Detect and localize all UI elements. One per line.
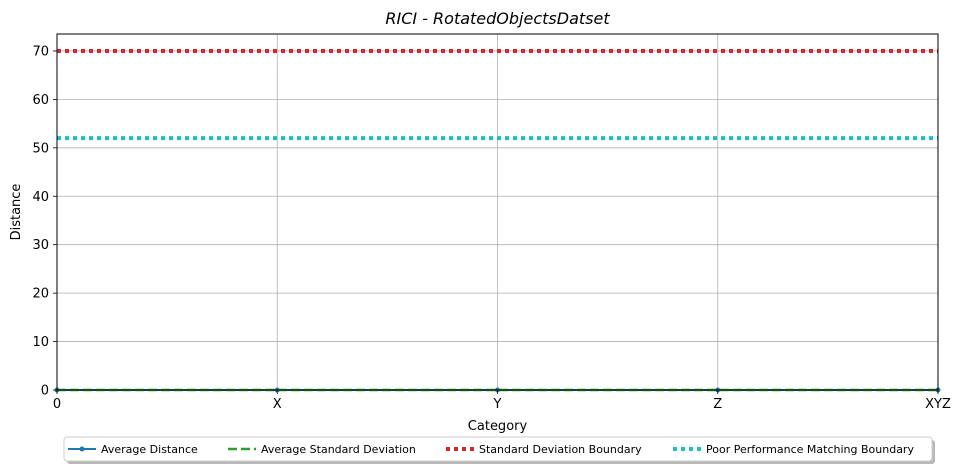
y-axis-label: Distance <box>9 184 24 241</box>
y-tick-label: 20 <box>32 287 49 302</box>
x-tick-label: Y <box>493 397 502 412</box>
legend-label-3: Standard Deviation Boundary <box>479 443 642 456</box>
y-tick-label: 10 <box>32 335 49 350</box>
y-tick-label: 0 <box>41 384 49 399</box>
y-tick-label: 60 <box>32 93 49 108</box>
x-axis-label: Category <box>468 419 528 434</box>
x-tick-label: 0 <box>53 397 61 412</box>
chart-title: RICI - RotatedObjectsDatset <box>385 9 610 28</box>
y-tick-label: 70 <box>32 44 49 59</box>
legend: Average Distance Average Standard Deviati… <box>63 436 935 464</box>
y-tick-label: 30 <box>32 238 49 253</box>
x-tick-label: X <box>273 397 282 412</box>
grid-layer <box>56 34 939 391</box>
legend-box <box>63 436 933 462</box>
legend-marker <box>79 446 85 452</box>
legend-label-4: Poor Performance Matching Boundary <box>706 443 914 456</box>
legend-label-1: Average Distance <box>101 443 198 456</box>
x-tick-label: Z <box>713 397 722 412</box>
y-tick-label: 50 <box>32 141 49 156</box>
y-tick-label: 40 <box>32 190 49 205</box>
x-tick-label: XYZ <box>925 397 951 412</box>
legend-label-2: Average Standard Deviation <box>261 443 416 456</box>
